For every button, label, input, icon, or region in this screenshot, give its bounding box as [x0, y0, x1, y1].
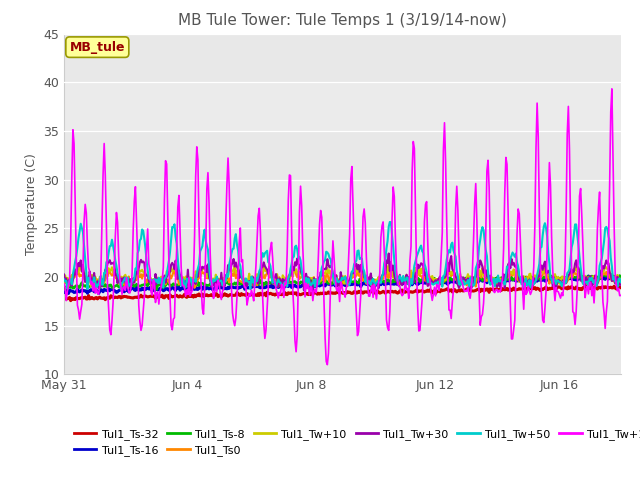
Bar: [64, 180, 621, 228]
Bar: [64, 277, 621, 326]
Bar: [64, 82, 621, 131]
Text: MB_tule: MB_tule: [70, 41, 125, 54]
Y-axis label: Temperature (C): Temperature (C): [25, 153, 38, 255]
Legend: Tul1_Ts-32, Tul1_Ts-16, Tul1_Ts-8, Tul1_Ts0, Tul1_Tw+10, Tul1_Tw+30, Tul1_Tw+50,: Tul1_Ts-32, Tul1_Ts-16, Tul1_Ts-8, Tul1_…: [70, 424, 640, 460]
Title: MB Tule Tower: Tule Temps 1 (3/19/14-now): MB Tule Tower: Tule Temps 1 (3/19/14-now…: [178, 13, 507, 28]
